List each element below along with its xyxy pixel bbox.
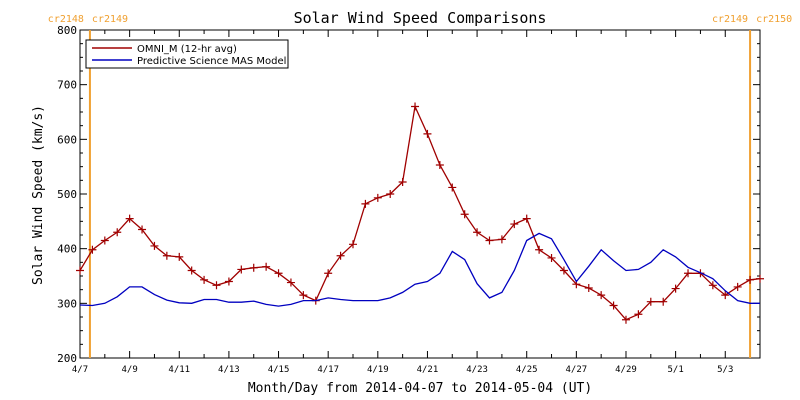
data-point [187,266,196,275]
plot-frame [79,29,761,359]
data-point [175,252,184,261]
data-point [386,190,395,198]
data-point [162,251,171,260]
data-point [125,214,134,223]
data-point [76,266,84,275]
data-point [398,177,407,186]
x-tick-label: 4/13 [218,365,240,375]
data-point [485,236,494,245]
data-point [646,297,655,306]
x-tick-label: 4/7 [72,365,88,375]
carrington-label-right: cr2149 [92,14,128,25]
x-tick-label: 4/17 [317,365,339,375]
carrington-labels: cr2148 cr2149 cr2149 cr2150 [48,14,792,25]
y-tick-label: 400 [57,243,77,256]
x-axis: 4/7 4/9 4/11 4/13 4/15 4/17 4/19 4/21 4/23 4/25 4/… [72,30,751,375]
legend-entry: OMNI_M (12-hr avg) [137,44,237,55]
data-point [448,183,457,192]
data-point [510,220,519,229]
data-point [361,199,370,208]
data-point [435,161,444,170]
legend-entry: Predictive Science MAS Model [137,56,286,67]
data-point [336,251,345,260]
x-tick-label: 4/25 [516,365,538,375]
y-axis: 200 300 400 500 600 700 800 [57,24,760,365]
data-point [200,275,209,284]
data-point [535,245,544,254]
x-tick-label: 5/3 [717,365,733,375]
y-tick-label: 800 [57,24,77,37]
carrington-label-left: cr2148 [48,14,84,25]
data-point [274,269,283,278]
series-layer [76,102,764,324]
data-point [373,193,382,202]
data-point [584,284,593,293]
x-tick-label: 4/21 [417,365,439,375]
x-tick-label: 4/23 [466,365,488,375]
data-point [224,277,233,286]
data-point [684,269,693,278]
data-point [262,262,271,271]
x-tick-label: 5/1 [667,365,683,375]
x-tick-label: 4/19 [367,365,389,375]
y-axis-label: Solar Wind Speed (km/s) [31,105,46,285]
data-point [299,291,308,300]
data-point [100,236,109,245]
x-tick-label: 4/11 [168,365,190,375]
data-point [522,214,531,223]
x-tick-label: 4/27 [566,365,588,375]
y-tick-label: 700 [57,79,77,92]
data-point [746,275,755,284]
data-point [150,241,159,250]
series-line-0 [79,104,761,321]
x-axis-label: Month/Day from 2014-04-07 to 2014-05-04 … [248,381,592,396]
data-point [621,315,630,324]
chart-title: Solar Wind Speed Comparisons [294,9,547,27]
data-point [212,281,221,290]
x-tick-label: 4/15 [268,365,290,375]
data-point [756,274,764,283]
data-point [659,297,668,306]
data-point [634,310,643,319]
data-point [708,281,717,290]
data-point [733,282,742,291]
data-point [348,240,357,249]
y-tick-label: 600 [57,133,77,146]
data-point [497,235,506,244]
legend-box [85,39,289,69]
data-point [249,263,258,272]
data-point [609,301,618,310]
data-point [88,245,97,254]
series-line-1 [79,232,760,307]
carrington-label-right: cr2150 [756,14,792,25]
x-tick-label: 4/29 [615,365,637,375]
y-tick-label: 500 [57,188,77,201]
data-point [597,291,606,300]
data-point [473,228,482,237]
data-point [113,228,122,237]
data-point [559,266,568,275]
data-point [721,291,730,300]
legend: OMNI_M (12-hr avg)Predictive Science MAS… [85,39,289,69]
data-point [411,102,420,111]
data-point [460,210,469,219]
data-point [286,278,295,287]
y-tick-label: 200 [57,352,77,365]
carrington-label-left: cr2149 [712,14,748,25]
data-point [423,129,432,138]
data-point [547,253,556,262]
data-point [671,284,680,293]
data-point [237,265,246,274]
x-tick-label: 4/9 [122,365,138,375]
carrington-boundaries [88,30,752,358]
data-point [138,225,147,234]
y-tick-label: 300 [57,297,77,310]
data-point [324,269,333,278]
